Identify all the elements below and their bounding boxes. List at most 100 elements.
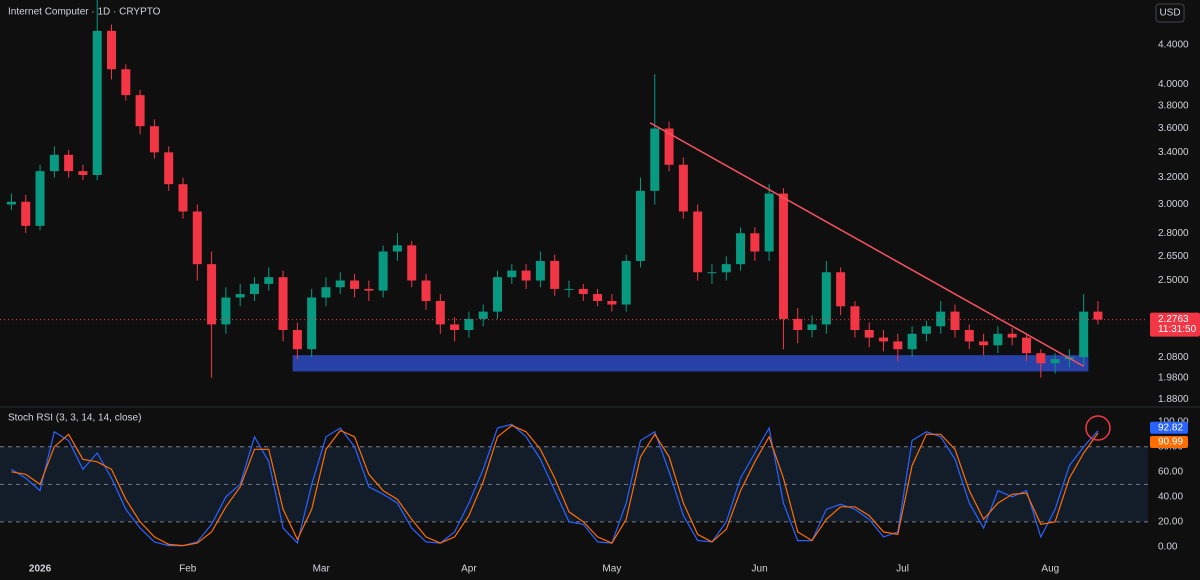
candle-body	[292, 330, 302, 350]
y-tick-label: 1.8800	[1158, 394, 1189, 405]
candle-body	[893, 341, 903, 350]
candle-body	[707, 272, 717, 274]
candle-body	[192, 211, 202, 265]
value-tag-label: 90.99	[1158, 437, 1183, 448]
candle-body	[979, 341, 989, 346]
candle-body	[778, 193, 788, 319]
candle-body	[6, 201, 16, 205]
candle-body	[793, 318, 803, 331]
y-tick-label: 60.00	[1158, 466, 1183, 477]
candle-body	[507, 270, 517, 278]
candle-body	[535, 260, 545, 281]
chart-title: Internet Computer · 1D · CRYPTO	[8, 7, 161, 18]
candle-body	[1093, 311, 1103, 320]
candle-body	[807, 324, 817, 331]
candle-body	[921, 326, 931, 334]
candle-body	[221, 297, 231, 325]
candle-body	[278, 277, 288, 331]
candle-body	[149, 126, 159, 153]
candle-body	[564, 288, 574, 290]
y-tick-label: 3.2000	[1158, 172, 1189, 183]
highlight-circle	[1085, 415, 1111, 441]
candle-body	[92, 30, 102, 176]
candle-body	[107, 30, 117, 70]
x-tick-label: Jul	[896, 564, 909, 575]
candle-body	[836, 272, 846, 307]
y-tick-label: 4.0000	[1158, 79, 1189, 90]
y-tick-label: 2.5000	[1158, 275, 1189, 286]
candle-body	[135, 95, 145, 127]
candle-body	[664, 128, 674, 165]
candle-body	[1079, 311, 1089, 358]
candle-body	[435, 300, 445, 325]
last-price-tag	[1150, 312, 1200, 337]
candle-body	[307, 297, 317, 350]
candle-body	[750, 233, 760, 252]
currency-label[interactable]: USD	[1159, 8, 1180, 19]
candle-body	[850, 306, 860, 331]
candle-body	[550, 260, 560, 289]
candle-body	[450, 324, 460, 331]
x-tick-label: Jun	[752, 564, 768, 575]
candle-body	[607, 300, 617, 305]
candle-body	[364, 288, 374, 291]
band	[0, 446, 1148, 522]
x-tick-label: May	[602, 564, 621, 575]
candle-body	[650, 128, 660, 191]
candle-body	[1050, 359, 1060, 364]
candle-body	[164, 152, 174, 185]
candle-body	[235, 294, 245, 298]
support-zone	[292, 355, 1089, 372]
candle-body	[621, 260, 631, 305]
y-tick-label: 1.9800	[1158, 372, 1189, 383]
y-tick-label: 4.4000	[1158, 40, 1189, 51]
y-tick-label: 3.4000	[1158, 147, 1189, 158]
candle-body	[392, 245, 402, 252]
x-tick-label: Mar	[313, 564, 331, 575]
value-tag	[1150, 421, 1188, 434]
candle-body	[378, 251, 388, 291]
candle-body	[521, 270, 531, 281]
candle-body	[178, 184, 188, 212]
candle-body	[879, 337, 889, 342]
currency-button[interactable]	[1155, 3, 1185, 23]
value-tag	[1150, 436, 1188, 449]
candle-body	[249, 283, 259, 295]
y-tick-label: 40.00	[1158, 491, 1183, 502]
candle-body	[693, 211, 703, 273]
value-tag-label: 92.82	[1158, 422, 1183, 433]
x-tick-label: Aug	[1041, 564, 1059, 575]
candle-body	[635, 190, 645, 261]
candle-body	[593, 294, 603, 301]
y-tick-label: 3.0000	[1158, 199, 1189, 210]
candle-body	[464, 318, 474, 331]
x-tick-label: Apr	[461, 564, 477, 575]
x-tick-label: Feb	[179, 564, 197, 575]
candle-body	[421, 280, 431, 301]
y-tick-label: 3.8000	[1158, 101, 1189, 112]
candle-body	[936, 311, 946, 327]
candle-body	[1007, 333, 1017, 338]
candle-body	[1021, 337, 1031, 354]
x-tick-label: 2026	[29, 564, 52, 575]
candle-body	[350, 280, 360, 289]
y-tick-label: 2.8000	[1158, 228, 1189, 239]
candle-body	[950, 311, 960, 331]
countdown-label: 11:31:50	[1158, 324, 1197, 335]
candle-body	[407, 245, 417, 281]
candle-body	[864, 330, 874, 338]
candle-body	[907, 333, 917, 350]
candle-body	[64, 154, 74, 172]
candle-body	[736, 233, 746, 265]
candle-body	[721, 264, 731, 273]
last-price-label: 2.2763	[1158, 314, 1189, 325]
candle-body	[78, 171, 88, 176]
candle-body	[21, 201, 31, 226]
y-tick-label: 2.6500	[1158, 251, 1189, 262]
y-tick-label: 3.6000	[1158, 123, 1189, 134]
candle-body	[578, 288, 588, 295]
candle-body	[335, 280, 345, 288]
candle-body	[207, 264, 217, 325]
